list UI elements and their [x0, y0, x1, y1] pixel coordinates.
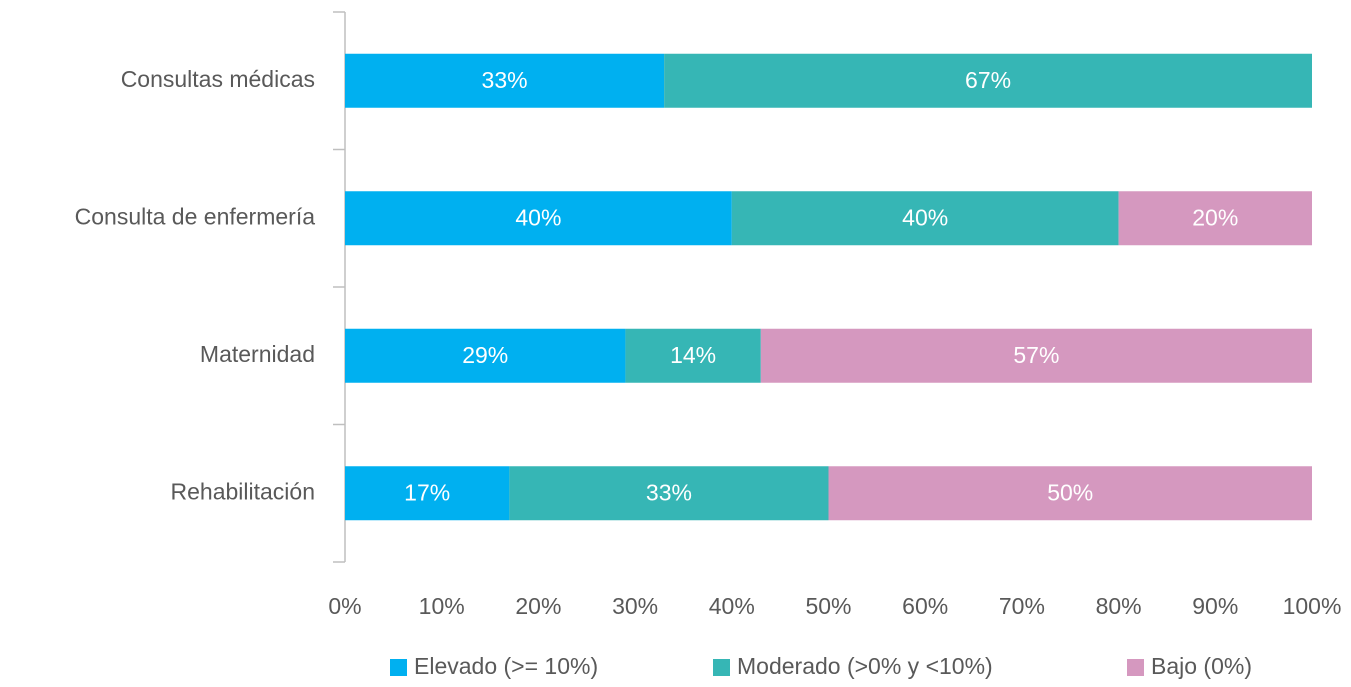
x-tick-label: 80% — [1096, 593, 1142, 619]
x-tick-label: 70% — [999, 593, 1045, 619]
legend-swatch — [390, 659, 407, 676]
x-tick-label: 40% — [709, 593, 755, 619]
x-tick-label: 60% — [902, 593, 948, 619]
data-label: 29% — [462, 342, 508, 368]
data-label: 33% — [482, 67, 528, 93]
x-tick-label: 50% — [805, 593, 851, 619]
x-tick-label: 0% — [328, 593, 361, 619]
bar-segment — [345, 191, 732, 246]
legend-swatch — [1127, 659, 1144, 676]
data-label: 67% — [965, 67, 1011, 93]
x-tick-label: 100% — [1283, 593, 1342, 619]
x-tick-label: 30% — [612, 593, 658, 619]
data-label: 14% — [670, 342, 716, 368]
legend-label: Moderado (>0% y <10%) — [737, 653, 993, 679]
x-tick-label: 90% — [1192, 593, 1238, 619]
legend-label: Elevado (>= 10%) — [414, 653, 598, 679]
bar-segment — [345, 53, 665, 108]
category-label: Consultas médicas — [121, 66, 315, 92]
bar-segment — [760, 328, 1312, 383]
data-label: 40% — [515, 204, 561, 230]
data-label: 40% — [902, 204, 948, 230]
legend-label: Bajo (0%) — [1151, 653, 1252, 679]
legend-swatch — [713, 659, 730, 676]
bar-segment — [1118, 191, 1312, 246]
data-label: 57% — [1013, 342, 1059, 368]
category-label: Maternidad — [200, 341, 315, 367]
data-label: 20% — [1192, 204, 1238, 230]
bar-segment — [625, 328, 761, 383]
data-label: 33% — [646, 479, 692, 505]
data-label: 50% — [1047, 479, 1093, 505]
data-label: 17% — [404, 479, 450, 505]
bar-segment — [345, 466, 510, 521]
bar-segment — [509, 466, 829, 521]
x-tick-label: 20% — [515, 593, 561, 619]
category-label: Consulta de enfermería — [75, 203, 316, 229]
bar-segment — [731, 191, 1119, 246]
x-tick-label: 10% — [419, 593, 465, 619]
category-label: Rehabilitación — [171, 478, 315, 504]
bar-segment — [345, 328, 626, 383]
bar-segment — [828, 466, 1312, 521]
bar-segment — [664, 53, 1312, 108]
